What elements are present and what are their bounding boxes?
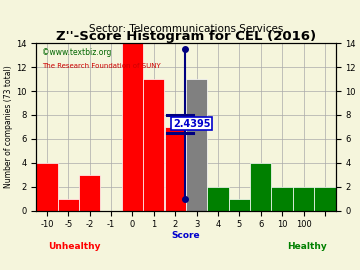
Text: Healthy: Healthy: [287, 242, 327, 251]
Bar: [186, 79, 207, 211]
Bar: [58, 199, 79, 211]
Text: The Research Foundation of SUNY: The Research Foundation of SUNY: [42, 63, 161, 69]
Bar: [122, 43, 143, 211]
Text: ©www.textbiz.org: ©www.textbiz.org: [42, 48, 112, 57]
Text: Sector: Telecommunications Services: Sector: Telecommunications Services: [89, 24, 283, 34]
Bar: [36, 163, 58, 211]
Bar: [314, 187, 336, 211]
Bar: [207, 187, 229, 211]
Bar: [79, 175, 100, 211]
Bar: [165, 127, 186, 211]
Bar: [229, 199, 250, 211]
Bar: [250, 163, 271, 211]
Text: Unhealthy: Unhealthy: [48, 242, 101, 251]
Title: Z''-Score Histogram for CEL (2016): Z''-Score Histogram for CEL (2016): [56, 30, 316, 43]
Bar: [271, 187, 293, 211]
X-axis label: Score: Score: [172, 231, 200, 240]
Text: 2.4395: 2.4395: [173, 119, 210, 129]
Bar: [143, 79, 165, 211]
Bar: [293, 187, 314, 211]
Y-axis label: Number of companies (73 total): Number of companies (73 total): [4, 66, 13, 188]
